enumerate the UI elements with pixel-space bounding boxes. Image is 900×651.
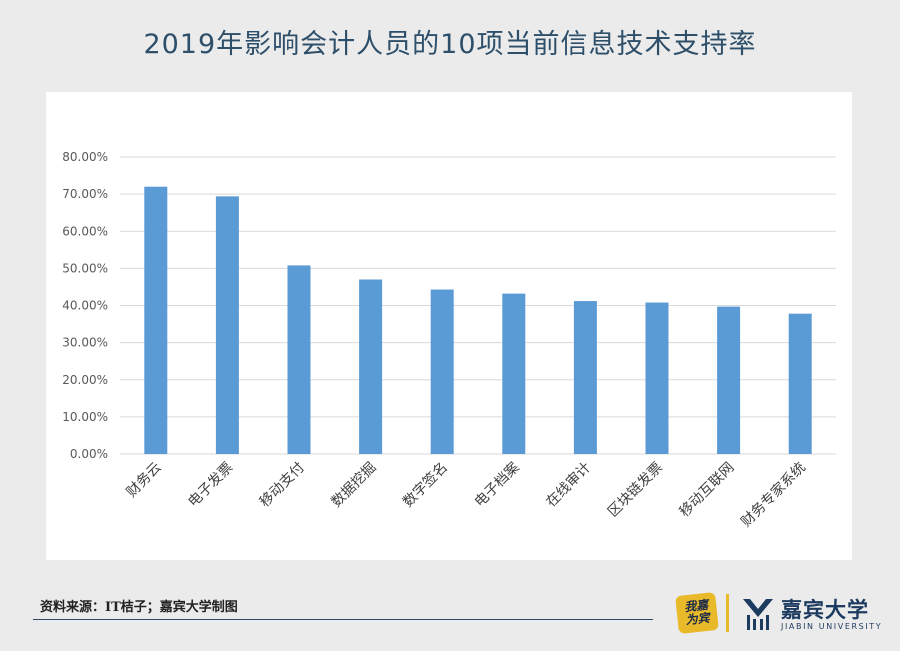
brand-subtitle: JIABIN UNIVERSITY bbox=[781, 622, 883, 631]
logo-divider bbox=[726, 594, 729, 632]
y-tick-label: 70.00% bbox=[62, 187, 108, 201]
source-divider bbox=[33, 619, 653, 620]
bar bbox=[645, 302, 669, 454]
chart-title: 2019年影响会计人员的10项当前信息技术支持率 bbox=[143, 29, 757, 60]
x-tick-label: 数字签名 bbox=[399, 459, 451, 511]
y-tick-label: 10.00% bbox=[62, 410, 108, 424]
x-tick-label: 数据挖掘 bbox=[329, 460, 380, 511]
bar bbox=[359, 279, 383, 454]
bar bbox=[430, 289, 454, 454]
y-tick-label: 30.00% bbox=[62, 336, 108, 350]
y-tick-label: 40.00% bbox=[62, 299, 108, 313]
jiabin-wave-mark-icon bbox=[743, 599, 773, 630]
x-tick-label: 电子档案 bbox=[471, 459, 523, 511]
x-tick-label: 电子发票 bbox=[185, 460, 236, 511]
bar bbox=[502, 293, 526, 454]
y-tick-label: 80.00% bbox=[62, 150, 108, 164]
badge-logo: 我嘉 为宾 bbox=[675, 592, 719, 634]
y-tick-label: 60.00% bbox=[62, 224, 108, 238]
source-note: 资料来源：IT桔子；嘉宾大学制图 bbox=[40, 600, 238, 615]
bar bbox=[717, 306, 741, 454]
bar bbox=[573, 301, 597, 454]
bar-chart: 0.00% 10.00% 20.00% 30.00% 40.00% 50.00% 60.00… bbox=[62, 150, 836, 530]
brand-name: 嘉宾大学 bbox=[781, 598, 869, 622]
x-tick-label: 财务专家系统 bbox=[738, 459, 809, 530]
x-tick-label: 财务云 bbox=[124, 460, 165, 501]
bar bbox=[215, 196, 239, 454]
bar bbox=[788, 313, 812, 454]
y-tick-label: 50.00% bbox=[62, 261, 108, 275]
x-tick-label: 移动支付 bbox=[257, 460, 308, 511]
badge-line-2: 为宾 bbox=[684, 610, 711, 628]
chart-panel: 0.00% 10.00% 20.00% 30.00% 40.00% 50.00% 60.00… bbox=[46, 92, 852, 560]
bar bbox=[144, 186, 168, 454]
x-tick-label: 区块链发票 bbox=[605, 460, 666, 521]
bar bbox=[287, 265, 311, 454]
x-tick-label: 在线审计 bbox=[543, 460, 594, 511]
y-tick-label: 20.00% bbox=[62, 373, 108, 387]
y-tick-label: 0.00% bbox=[70, 447, 108, 461]
x-tick-label: 移动互联网 bbox=[677, 460, 738, 521]
